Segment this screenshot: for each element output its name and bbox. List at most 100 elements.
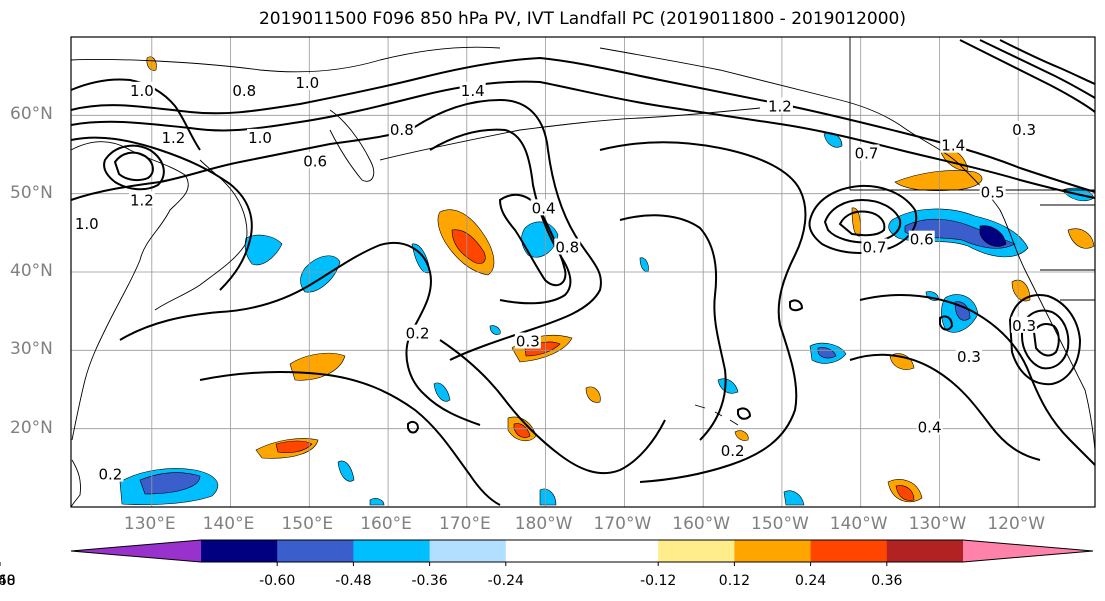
contour-northeast-alaska [959,39,1096,113]
contour-label-background [979,183,1006,200]
colorbar-outline [70,539,1094,563]
lat-label: 30°N [10,339,53,360]
map-title: 2019011500 F096 850 hPa PV, IVT Landfall… [258,9,906,29]
negative-anomaly-155e [300,255,341,293]
contour-label: 0.3 [1012,121,1036,139]
contour-label-background [97,465,124,482]
lat-label: 40°N [10,261,53,281]
lat-label: 20°N [10,417,53,438]
contour-labels: 1.0 0.8 1.0 1.4 1.2 1.0 0.6 0.8 1.2 1.0 0.4 0.8 0.7 1… [73,74,1038,484]
contour-northwest-arc [70,78,201,151]
lon-label: 160°W [672,514,731,534]
contour-northeast-alaska-b [979,39,1096,99]
contour-label: 0.8 [555,239,579,257]
colorbar [0,539,1094,566]
colorbar-extend-high [963,540,1093,562]
contour-low-120w-b [1021,309,1070,370]
lon-label: 150°W [751,514,809,534]
positive-anomaly-small-5 [734,430,749,441]
contour-label-background [916,418,943,435]
colorbar-tick-label: -0.24 [487,573,524,589]
contour-label: 0.7 [863,239,887,257]
contour-label: 1.2 [130,192,154,210]
contour-west-pacific-b [199,371,501,506]
contour-label-background [231,81,258,98]
map-border [70,36,1096,508]
contour-3 [70,136,253,291]
positive-anomaly-small-1 [585,386,601,403]
negative-anomaly-125w-center [979,225,1007,247]
colorbar-segment [201,540,278,562]
colorbar-tick-label: 0.12 [718,573,750,589]
contour-label: 0.8 [390,121,414,139]
colorbar-tick-label: -0.60 [259,573,296,589]
negative-anomaly-180-south [337,460,355,482]
contour-east-pacific-a [859,294,1096,466]
contour-label: 1.2 [161,129,185,147]
contour-label: 0.5 [981,184,1005,202]
contour-label: 0.6 [910,231,934,249]
lon-label: 170°W [593,514,652,534]
contour-label-background [247,128,274,145]
lon-label: 130°W [908,514,967,534]
contour-label-background [940,136,967,153]
negative-anomaly-small-5 [489,325,501,335]
contour-small-1 [407,420,420,434]
positive-anomaly-120w-coast [1067,228,1095,249]
contour-small-4 [789,299,804,312]
contour-label-background [294,74,321,90]
contour-label: 1.4 [941,137,965,155]
contour-label: 0.3 [957,348,981,366]
colorbar-segment [734,540,812,562]
contour-label: 0.8 [232,82,256,100]
contour-subtropic [439,339,666,475]
contour-4 [70,129,411,201]
positive-anomaly-175e-core [513,423,531,438]
colorbar-segment [658,540,735,562]
colorbar-tick-label: 0.60 [0,573,16,589]
contour-label: 0.3 [1012,317,1036,335]
positive-anomaly-127w [1011,279,1031,302]
contour-label-background [861,238,888,255]
contour-label: 0.2 [721,442,745,460]
lon-label: 140°W [829,514,888,534]
contour-label: 0.2 [406,325,430,343]
colorbar-segment [277,540,354,562]
negative-anomaly-128e-core [139,472,201,495]
colorbar-segment [429,540,507,562]
contour-small-2 [737,407,752,420]
contour-northeast-alaska-c [999,39,1096,85]
colorbar-tick-label: -0.48 [335,573,372,589]
positive-anomaly-170e-core [451,229,486,264]
contour-label-background [530,199,557,216]
contour-low-120w-c [1032,323,1060,357]
lon-label: 170°E [438,514,491,534]
lat-label: 60°N [10,104,53,125]
colorbar-tick-label: -0.36 [411,573,448,589]
contour-label-background [766,97,793,114]
contour-label-background [554,238,581,255]
negative-anomaly-small-4 [783,490,805,506]
positive-anomaly-140w-south-core [895,485,915,501]
contour-label: 1.0 [130,82,154,100]
contour-label-background [128,81,155,98]
contour-label-background [1011,316,1038,333]
colorbar-segment [582,540,659,562]
coast-philippines [70,459,81,508]
contour-low-140w-b [823,198,902,244]
contour-small-3 [939,315,954,331]
colorbar-segment [810,540,888,562]
contour-label: 1.0 [295,74,319,92]
contour-east-pacific-b [849,353,1041,461]
contour-label-background [1011,121,1038,137]
contour-label-background [404,324,431,341]
colorbar-tick-label: -0.12 [640,573,677,589]
lon-label: 180°W [514,514,573,534]
coast-japan [154,159,248,311]
colorbar-segment [353,540,431,562]
contour-label-background [128,191,155,208]
contour-label-background [853,144,880,161]
negative-anomaly-173e [433,382,451,402]
contour-1 [70,56,1096,193]
